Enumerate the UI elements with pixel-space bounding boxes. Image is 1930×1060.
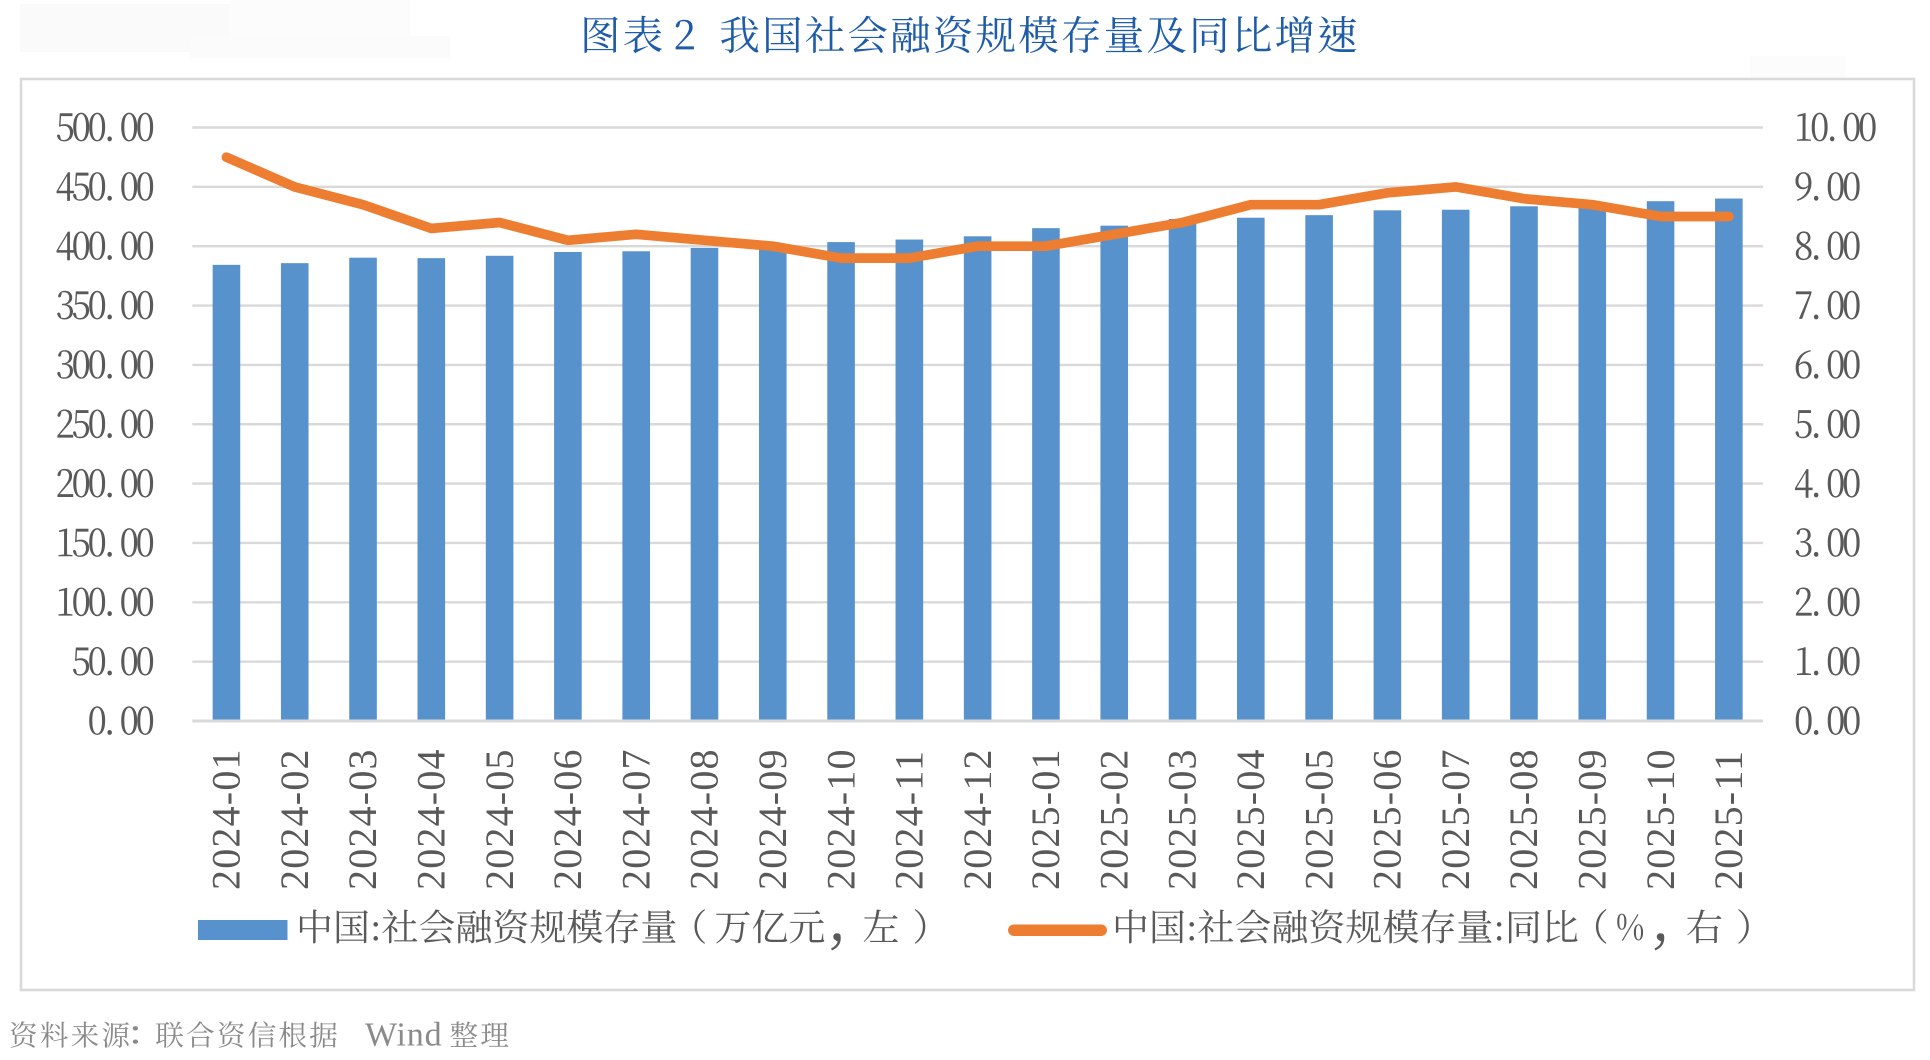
svg-text:2024-01: 2024-01 (204, 748, 249, 890)
svg-text:Wind: Wind (365, 1017, 442, 1054)
svg-text:2024-05: 2024-05 (477, 748, 522, 890)
svg-text:2025-08: 2025-08 (1501, 748, 1546, 890)
svg-text:2025-09: 2025-09 (1570, 748, 1615, 890)
svg-text:2024-12: 2024-12 (955, 748, 1000, 890)
svg-text:2024-08: 2024-08 (682, 748, 727, 890)
svg-text:2025-04: 2025-04 (1228, 748, 1273, 890)
svg-text:2025-11: 2025-11 (1706, 750, 1751, 890)
svg-text:2025-07: 2025-07 (1433, 748, 1478, 890)
svg-text:2025-06: 2025-06 (1365, 748, 1410, 890)
svg-text:2024-06: 2024-06 (545, 748, 590, 890)
svg-text:2025-01: 2025-01 (1023, 748, 1068, 890)
svg-text:2024-07: 2024-07 (613, 748, 658, 890)
svg-text:2024-04: 2024-04 (409, 748, 454, 890)
svg-text:2025-02: 2025-02 (1091, 748, 1136, 890)
svg-text:2024-11: 2024-11 (887, 750, 932, 890)
svg-text:2025-05: 2025-05 (1296, 748, 1341, 890)
svg-text:2024-10: 2024-10 (818, 748, 863, 890)
svg-text:2025-03: 2025-03 (1160, 748, 1205, 890)
svg-text:2024-03: 2024-03 (340, 748, 385, 890)
svg-text:2024-02: 2024-02 (272, 748, 317, 890)
svg-text:2024-09: 2024-09 (750, 748, 795, 890)
svg-text:2025-10: 2025-10 (1638, 748, 1683, 890)
